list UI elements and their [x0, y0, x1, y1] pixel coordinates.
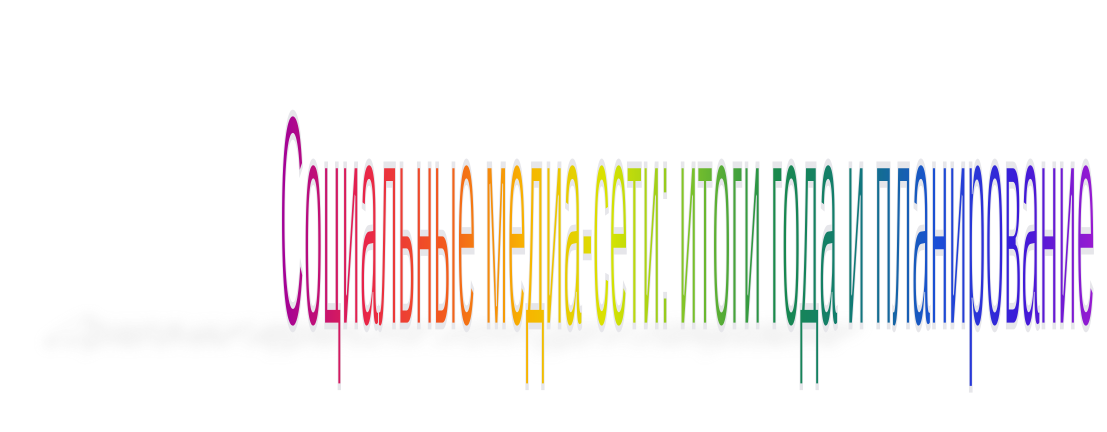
word-art-shadow: Социальные медиа-сети: итоги года и план…	[23, 308, 890, 355]
word-art-text: Социальные медиа-сети: итоги года и план…	[280, 52, 1095, 392]
word-art-shadow-text: Социальные медиа-сети: итоги года и план…	[23, 308, 890, 355]
word-art-main: Социальные медиа-сети: итоги года и план…	[278, 50, 1097, 394]
